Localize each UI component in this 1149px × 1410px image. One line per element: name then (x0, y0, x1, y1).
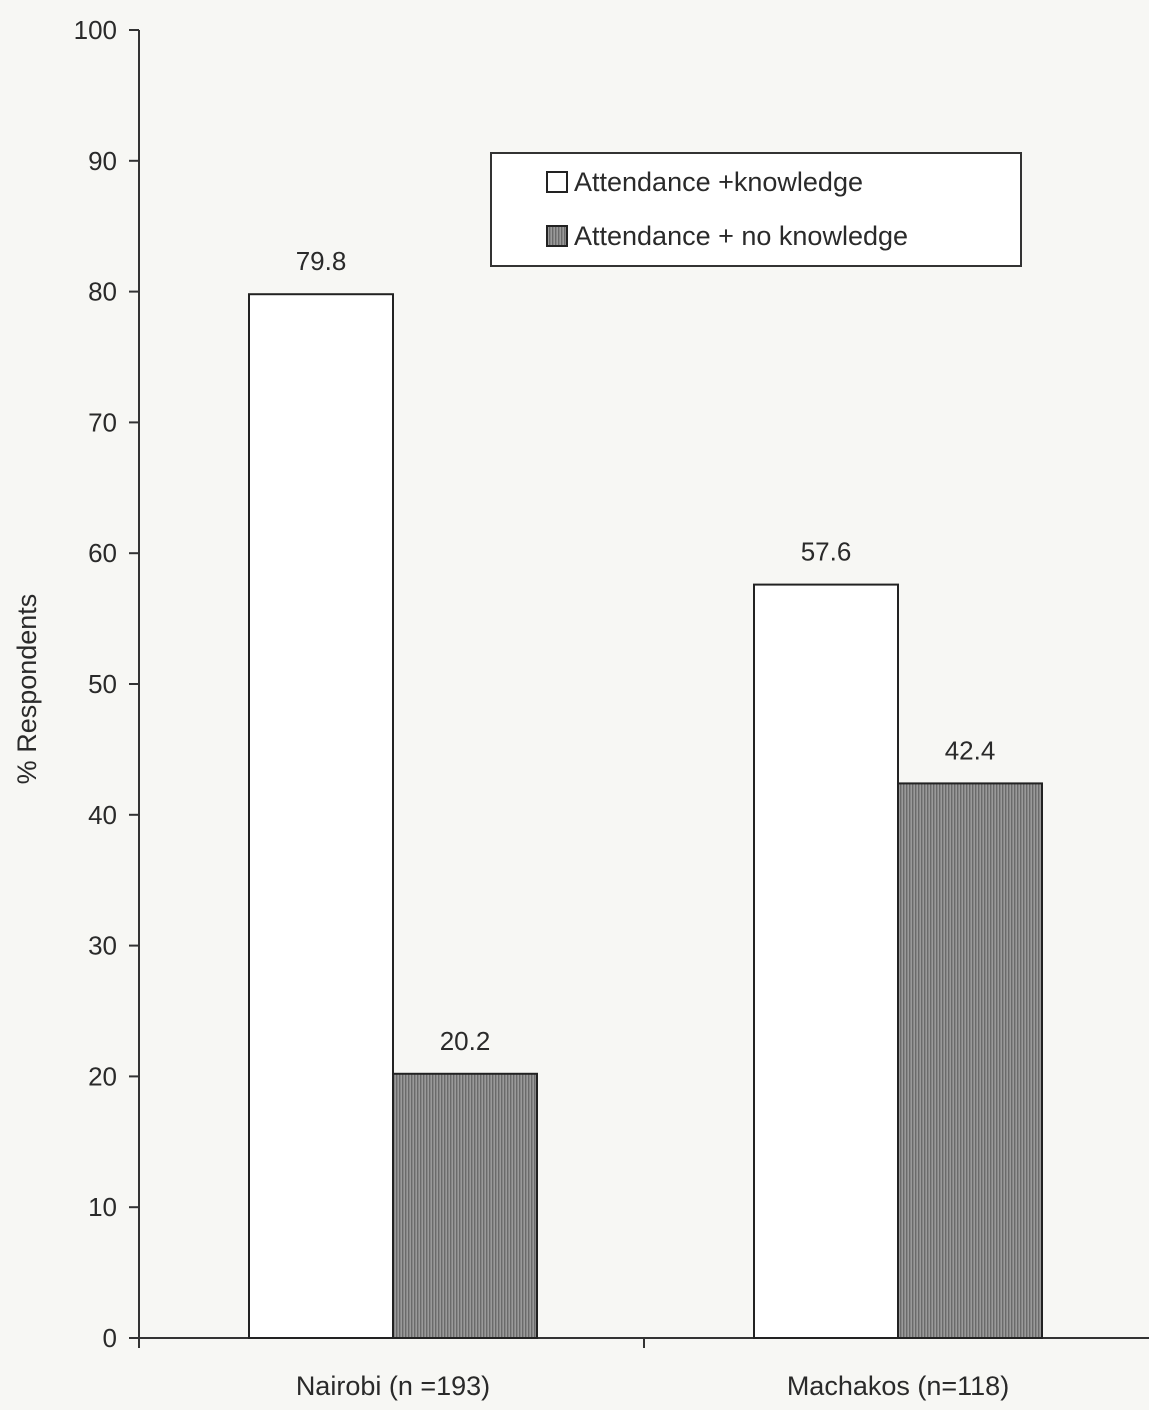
y-tick-label: 80 (88, 277, 117, 307)
data-label: 57.6 (801, 537, 852, 567)
data-label: 79.8 (296, 246, 347, 276)
data-label: 20.2 (440, 1026, 491, 1056)
y-tick-label: 70 (88, 407, 117, 437)
x-tick-label: Machakos (n=118) (787, 1371, 1009, 1401)
y-tick-label: 100 (74, 15, 117, 45)
legend-swatch-1 (546, 225, 568, 247)
y-tick-label: 50 (88, 669, 117, 699)
y-tick-label: 30 (88, 931, 117, 961)
legend-label: Attendance + no knowledge (574, 221, 908, 251)
bar-knowledge-1 (753, 583, 899, 1339)
legend-swatch-0 (546, 171, 568, 193)
y-tick-label: 10 (88, 1192, 117, 1222)
y-tick-label: 40 (88, 800, 117, 830)
bar-knowledge-0 (248, 293, 394, 1340)
legend-box (490, 152, 1022, 267)
bar-no-knowledge-0 (392, 1072, 538, 1340)
y-tick-label: 60 (88, 538, 117, 568)
x-tick-label: Nairobi (n =193) (296, 1371, 490, 1401)
legend-label: Attendance +knowledge (574, 167, 863, 197)
y-axis-title: % Respondents (12, 594, 42, 785)
y-tick-label: 90 (88, 146, 117, 176)
y-tick-label: 0 (103, 1323, 117, 1353)
data-label: 42.4 (945, 735, 996, 765)
y-tick-label: 20 (88, 1061, 117, 1091)
bar-no-knowledge-1 (897, 782, 1043, 1339)
